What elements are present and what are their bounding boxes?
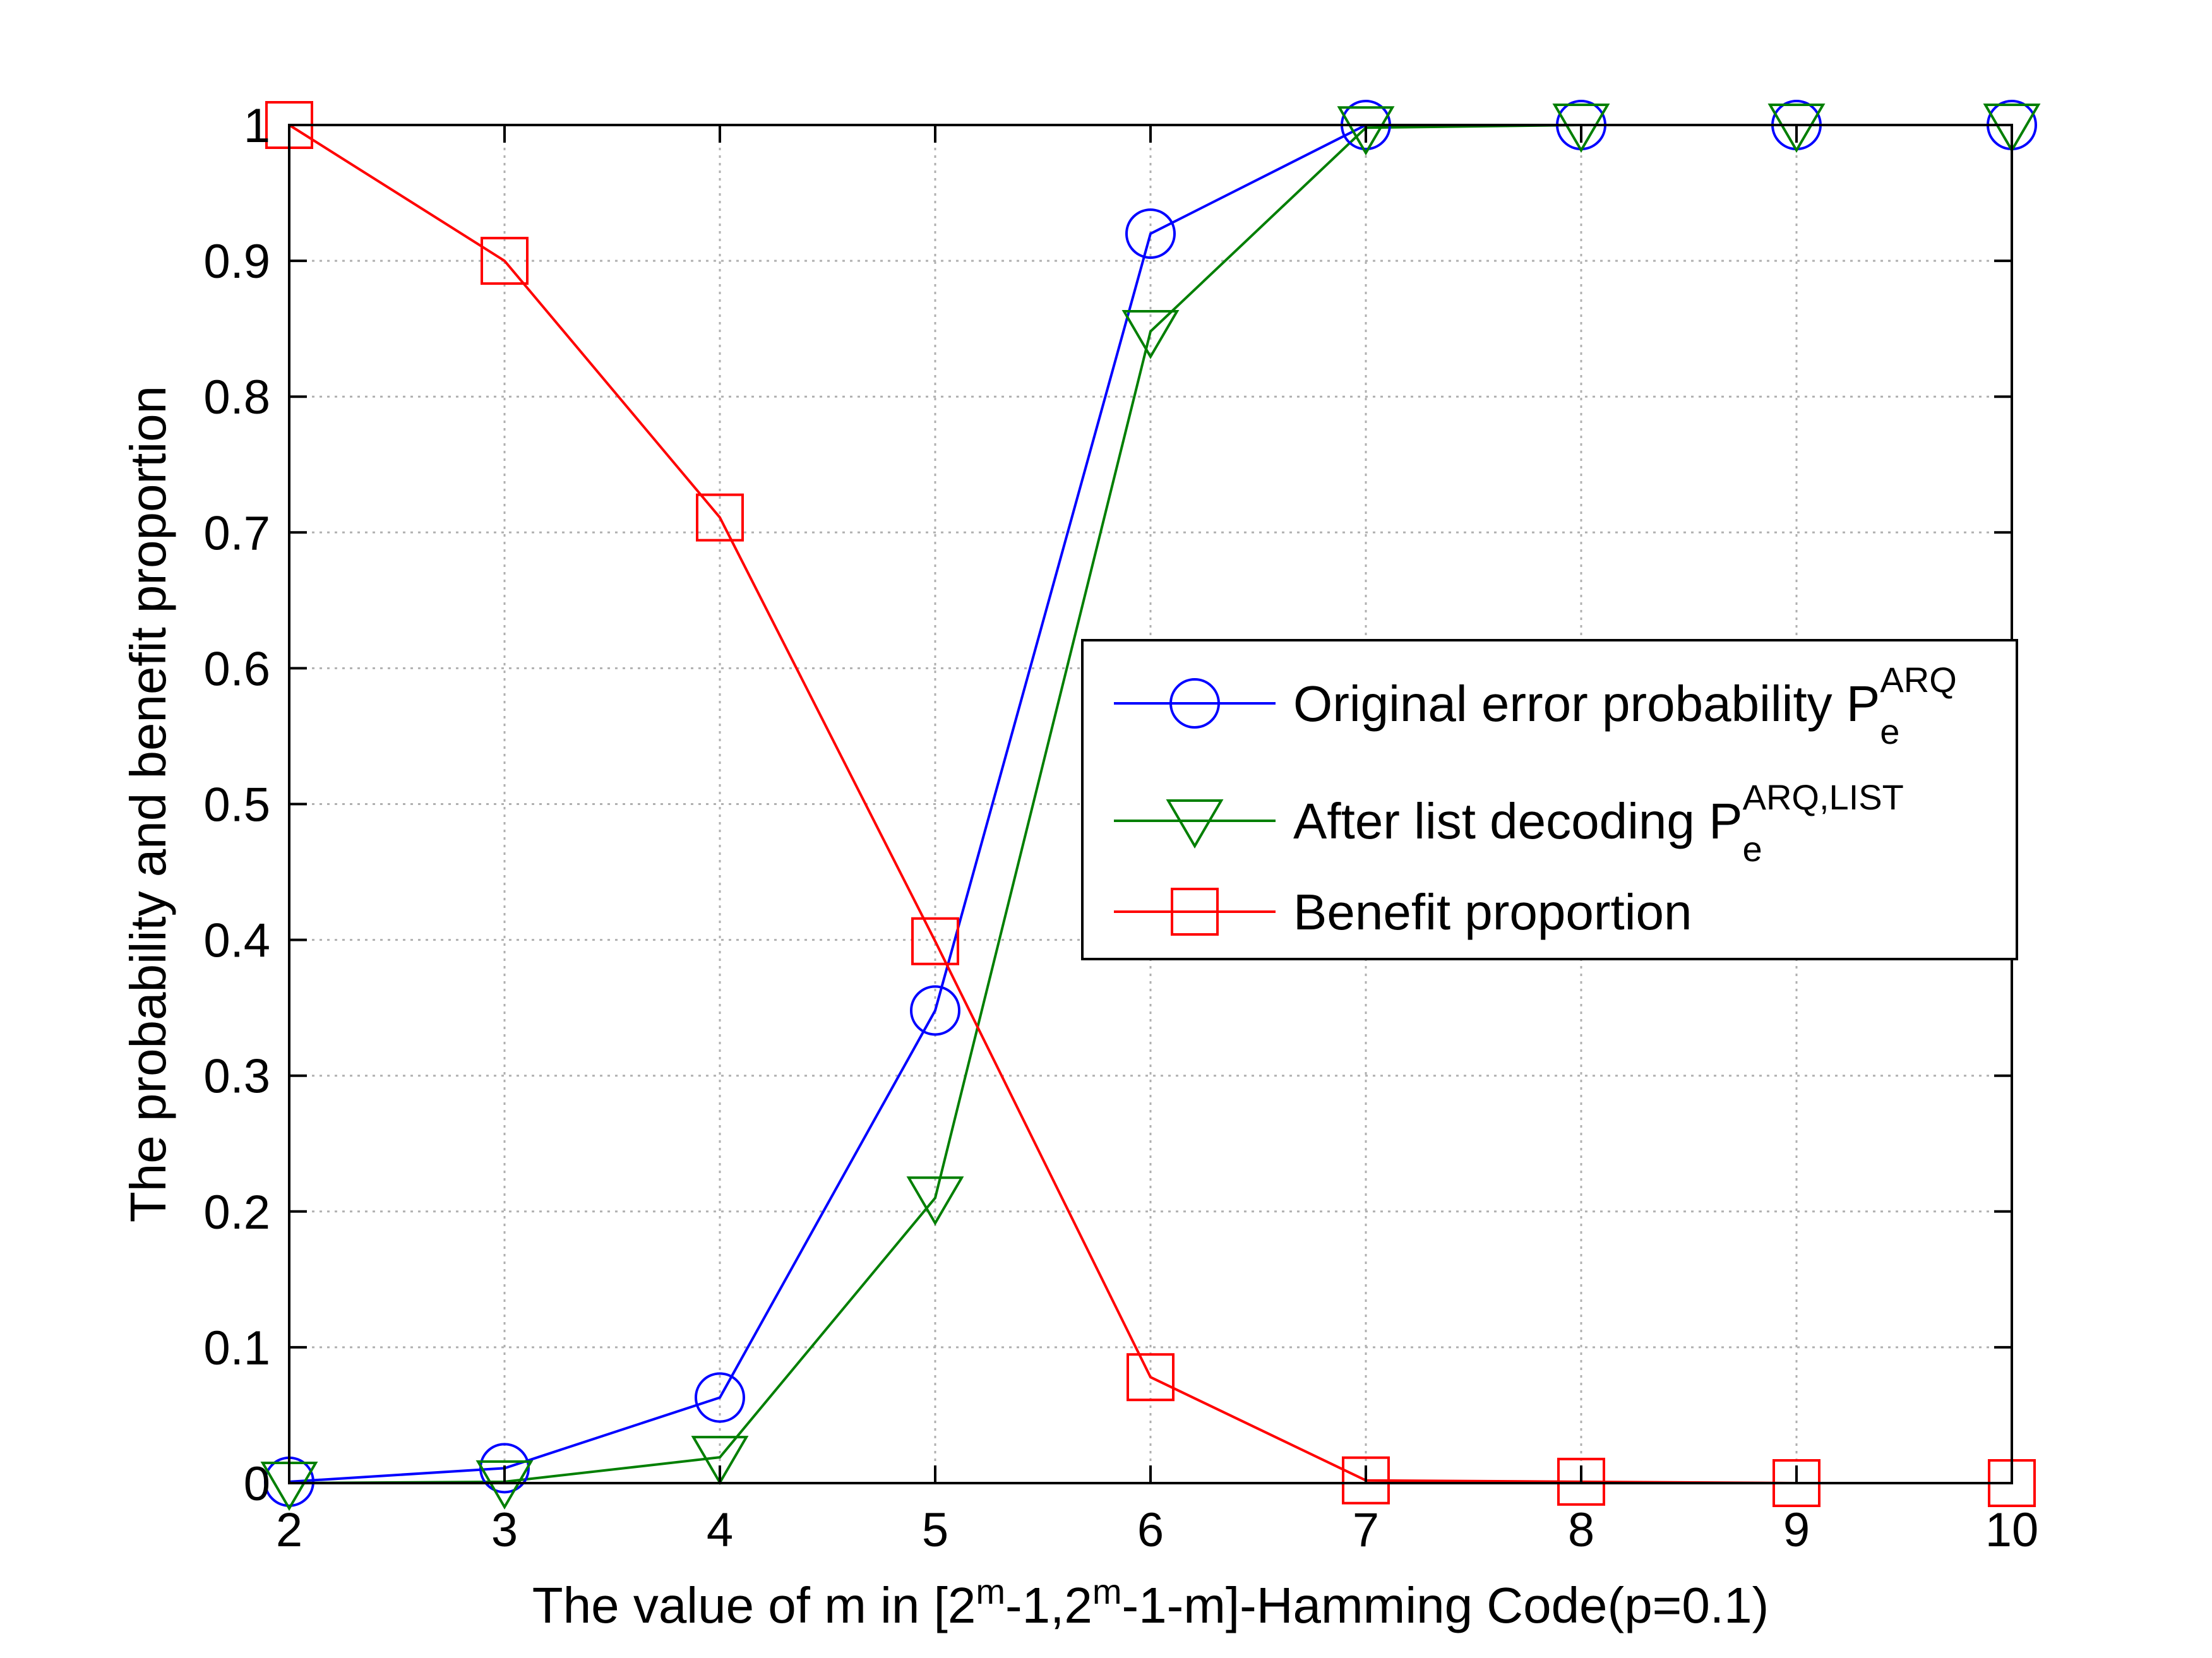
series-1-point — [906, 1176, 964, 1226]
x-tick-label: 7 — [1353, 1503, 1379, 1557]
tick-labels: 2 3 4 5 6 7 8 9 10 0 0.1 0.2 0.3 0.4 0.5 0.6 0.7 0.8 0.9 1 — [203, 99, 2038, 1557]
series-0-point — [910, 985, 960, 1036]
legend-label-1: After list decoding PeARQ,LIST — [1293, 777, 1904, 869]
legend-entries: Original error probability PeARQ After li… — [1114, 660, 1957, 940]
series-1-point — [691, 1436, 749, 1486]
y-tick-label: 0.6 — [203, 642, 270, 696]
series-1-point — [1767, 104, 1826, 153]
y-tick-label: 0.1 — [203, 1321, 270, 1375]
y-tick-label: 0.8 — [203, 371, 270, 424]
series-1-point — [1983, 104, 2041, 153]
series-0-point — [1125, 208, 1176, 259]
series-0-point — [695, 1372, 745, 1423]
x-tick-label: 6 — [1137, 1503, 1164, 1557]
series-2-point — [911, 917, 959, 965]
x-axis-title: The value of m in [2m-1,2m-1-m]-Hamming … — [532, 1572, 1769, 1633]
series-2-point — [1127, 1353, 1175, 1402]
x-tick-label: 10 — [1985, 1503, 2039, 1557]
series-1-point — [1337, 106, 1395, 156]
legend: Original error probability PeARQ After li… — [1081, 639, 2018, 960]
y-tick-label: 0 — [244, 1457, 270, 1511]
series-2-point — [1557, 1457, 1605, 1506]
legend-marker-0 — [1169, 678, 1220, 729]
legend-marker-2 — [1171, 888, 1219, 936]
series-1-point — [1552, 104, 1610, 153]
legend-marker-1 — [1166, 799, 1224, 849]
x-tick-label: 3 — [491, 1503, 518, 1557]
y-axis-title: The probability and benefit proportion — [120, 386, 176, 1222]
y-tick-label: 0.4 — [203, 914, 270, 968]
y-tick-label: 1 — [244, 99, 270, 153]
ticks — [288, 124, 2013, 1484]
x-tick-label: 8 — [1568, 1503, 1594, 1557]
series-2-point — [481, 237, 529, 285]
x-tick-label: 9 — [1783, 1503, 1810, 1557]
y-tick-label: 0.9 — [203, 235, 270, 289]
x-tick-label: 5 — [922, 1503, 948, 1557]
y-tick-label: 0.2 — [203, 1186, 270, 1239]
legend-box — [1081, 639, 2018, 960]
y-tick-label: 0.5 — [203, 778, 270, 832]
x-tick-label: 4 — [707, 1503, 733, 1557]
y-tick-label: 0.7 — [203, 506, 270, 560]
series-2-point — [1342, 1456, 1390, 1505]
series-1-point — [1121, 309, 1180, 359]
series-2-point — [696, 493, 744, 542]
x-tick-label: 2 — [276, 1503, 302, 1557]
legend-label-0: Original error probability PeARQ — [1293, 660, 1957, 751]
legend-label-2: Benefit proportion — [1293, 884, 1692, 940]
y-tick-label: 0.3 — [203, 1050, 270, 1104]
